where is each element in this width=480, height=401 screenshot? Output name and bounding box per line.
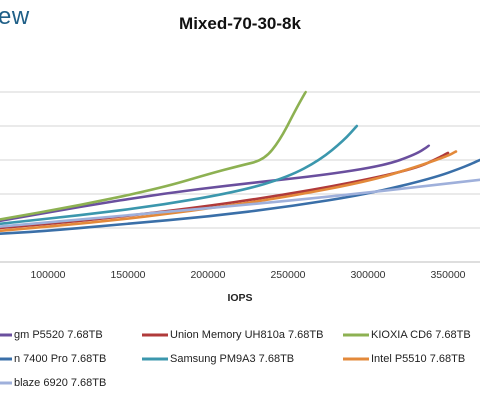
legend-swatch — [343, 328, 369, 342]
x-tick-label: 100000 — [30, 269, 65, 281]
legend-swatch — [142, 352, 168, 366]
legend-swatch — [0, 376, 12, 390]
legend-item-micron: n 7400 Pro 7.68TB — [0, 352, 106, 366]
x-tick-label: 150000 — [110, 269, 145, 281]
legend-label: blaze 6920 7.68TB — [14, 377, 107, 389]
legend-swatch — [0, 352, 12, 366]
grid-lines — [0, 91, 480, 263]
legend-label: KIOXIA CD6 7.68TB — [371, 329, 471, 341]
x-tick-label: 250000 — [270, 269, 305, 281]
series-lines — [0, 90, 480, 235]
legend-item-samsung: Samsung PM9A3 7.68TB — [142, 352, 294, 366]
x-tick-label: 300000 — [350, 269, 385, 281]
legend-swatch — [0, 328, 12, 342]
series-line-solidigm-p5520-7-68tb — [0, 144, 431, 223]
legend-item-union-memory: Union Memory UH810a 7.68TB — [142, 328, 323, 342]
x-axis-ticks: 100000 150000 200000 250000 300000 350000 — [30, 269, 465, 281]
legend-label: Intel P5510 7.68TB — [371, 353, 466, 365]
legend-swatch — [142, 328, 168, 342]
series-line-blaze-6920-7-68tb — [0, 178, 480, 228]
series-line-micron-7400-pro-7-68tb — [0, 158, 480, 235]
brand-logo: ew — [0, 3, 30, 30]
legend-item-solidigm: gm P5520 7.68TB — [0, 328, 103, 342]
legend-label: Samsung PM9A3 7.68TB — [170, 353, 295, 365]
x-tick-label: 200000 — [190, 269, 225, 281]
legend-label: n 7400 Pro 7.68TB — [14, 353, 107, 365]
legend-label: gm P5520 7.68TB — [14, 329, 103, 341]
series-line-kioxia-cd6-7-68tb — [0, 90, 307, 221]
legend-swatch — [343, 352, 369, 366]
x-tick-label: 350000 — [430, 269, 465, 281]
series-line-intel-p5510-7-68tb — [0, 150, 458, 233]
legend-item-kioxia: KIOXIA CD6 7.68TB — [343, 328, 471, 342]
chart-title: Mixed-70-30-8k — [179, 14, 301, 33]
legend-label: Union Memory UH810a 7.68TB — [170, 329, 324, 341]
legend-item-blaze: blaze 6920 7.68TB — [0, 376, 106, 390]
series-line-samsung-pm9a3-7-68tb — [0, 124, 359, 226]
legend-item-intel: Intel P5510 7.68TB — [343, 352, 465, 366]
x-axis-label: IOPS — [227, 292, 253, 304]
